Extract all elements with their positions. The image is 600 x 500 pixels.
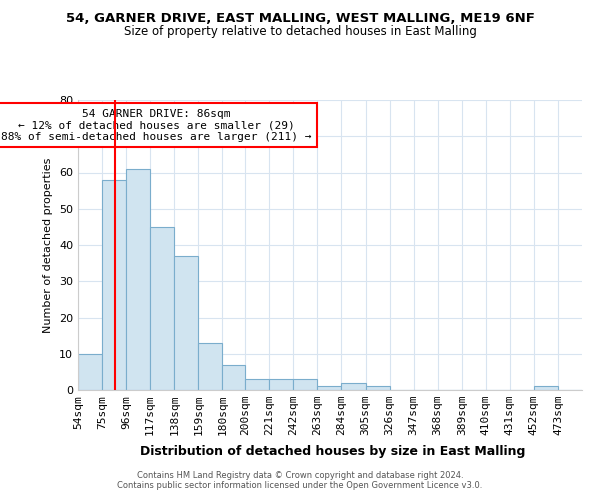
- Bar: [293, 379, 317, 390]
- Bar: [102, 180, 126, 390]
- Bar: [365, 386, 389, 390]
- Text: 54 GARNER DRIVE: 86sqm
← 12% of detached houses are smaller (29)
88% of semi-det: 54 GARNER DRIVE: 86sqm ← 12% of detached…: [1, 108, 311, 142]
- Bar: [198, 343, 223, 390]
- Y-axis label: Number of detached properties: Number of detached properties: [43, 158, 53, 332]
- Bar: [341, 383, 365, 390]
- Bar: [317, 386, 341, 390]
- Bar: [269, 379, 293, 390]
- Bar: [245, 379, 269, 390]
- Text: Contains HM Land Registry data © Crown copyright and database right 2024.: Contains HM Land Registry data © Crown c…: [137, 471, 463, 480]
- Text: 54, GARNER DRIVE, EAST MALLING, WEST MALLING, ME19 6NF: 54, GARNER DRIVE, EAST MALLING, WEST MAL…: [65, 12, 535, 26]
- Text: Size of property relative to detached houses in East Malling: Size of property relative to detached ho…: [124, 25, 476, 38]
- Bar: [78, 354, 102, 390]
- Bar: [150, 227, 174, 390]
- Text: Contains public sector information licensed under the Open Government Licence v3: Contains public sector information licen…: [118, 481, 482, 490]
- Text: Distribution of detached houses by size in East Malling: Distribution of detached houses by size …: [140, 444, 526, 458]
- Bar: [174, 256, 198, 390]
- Bar: [534, 386, 558, 390]
- Bar: [126, 169, 150, 390]
- Bar: [223, 364, 245, 390]
